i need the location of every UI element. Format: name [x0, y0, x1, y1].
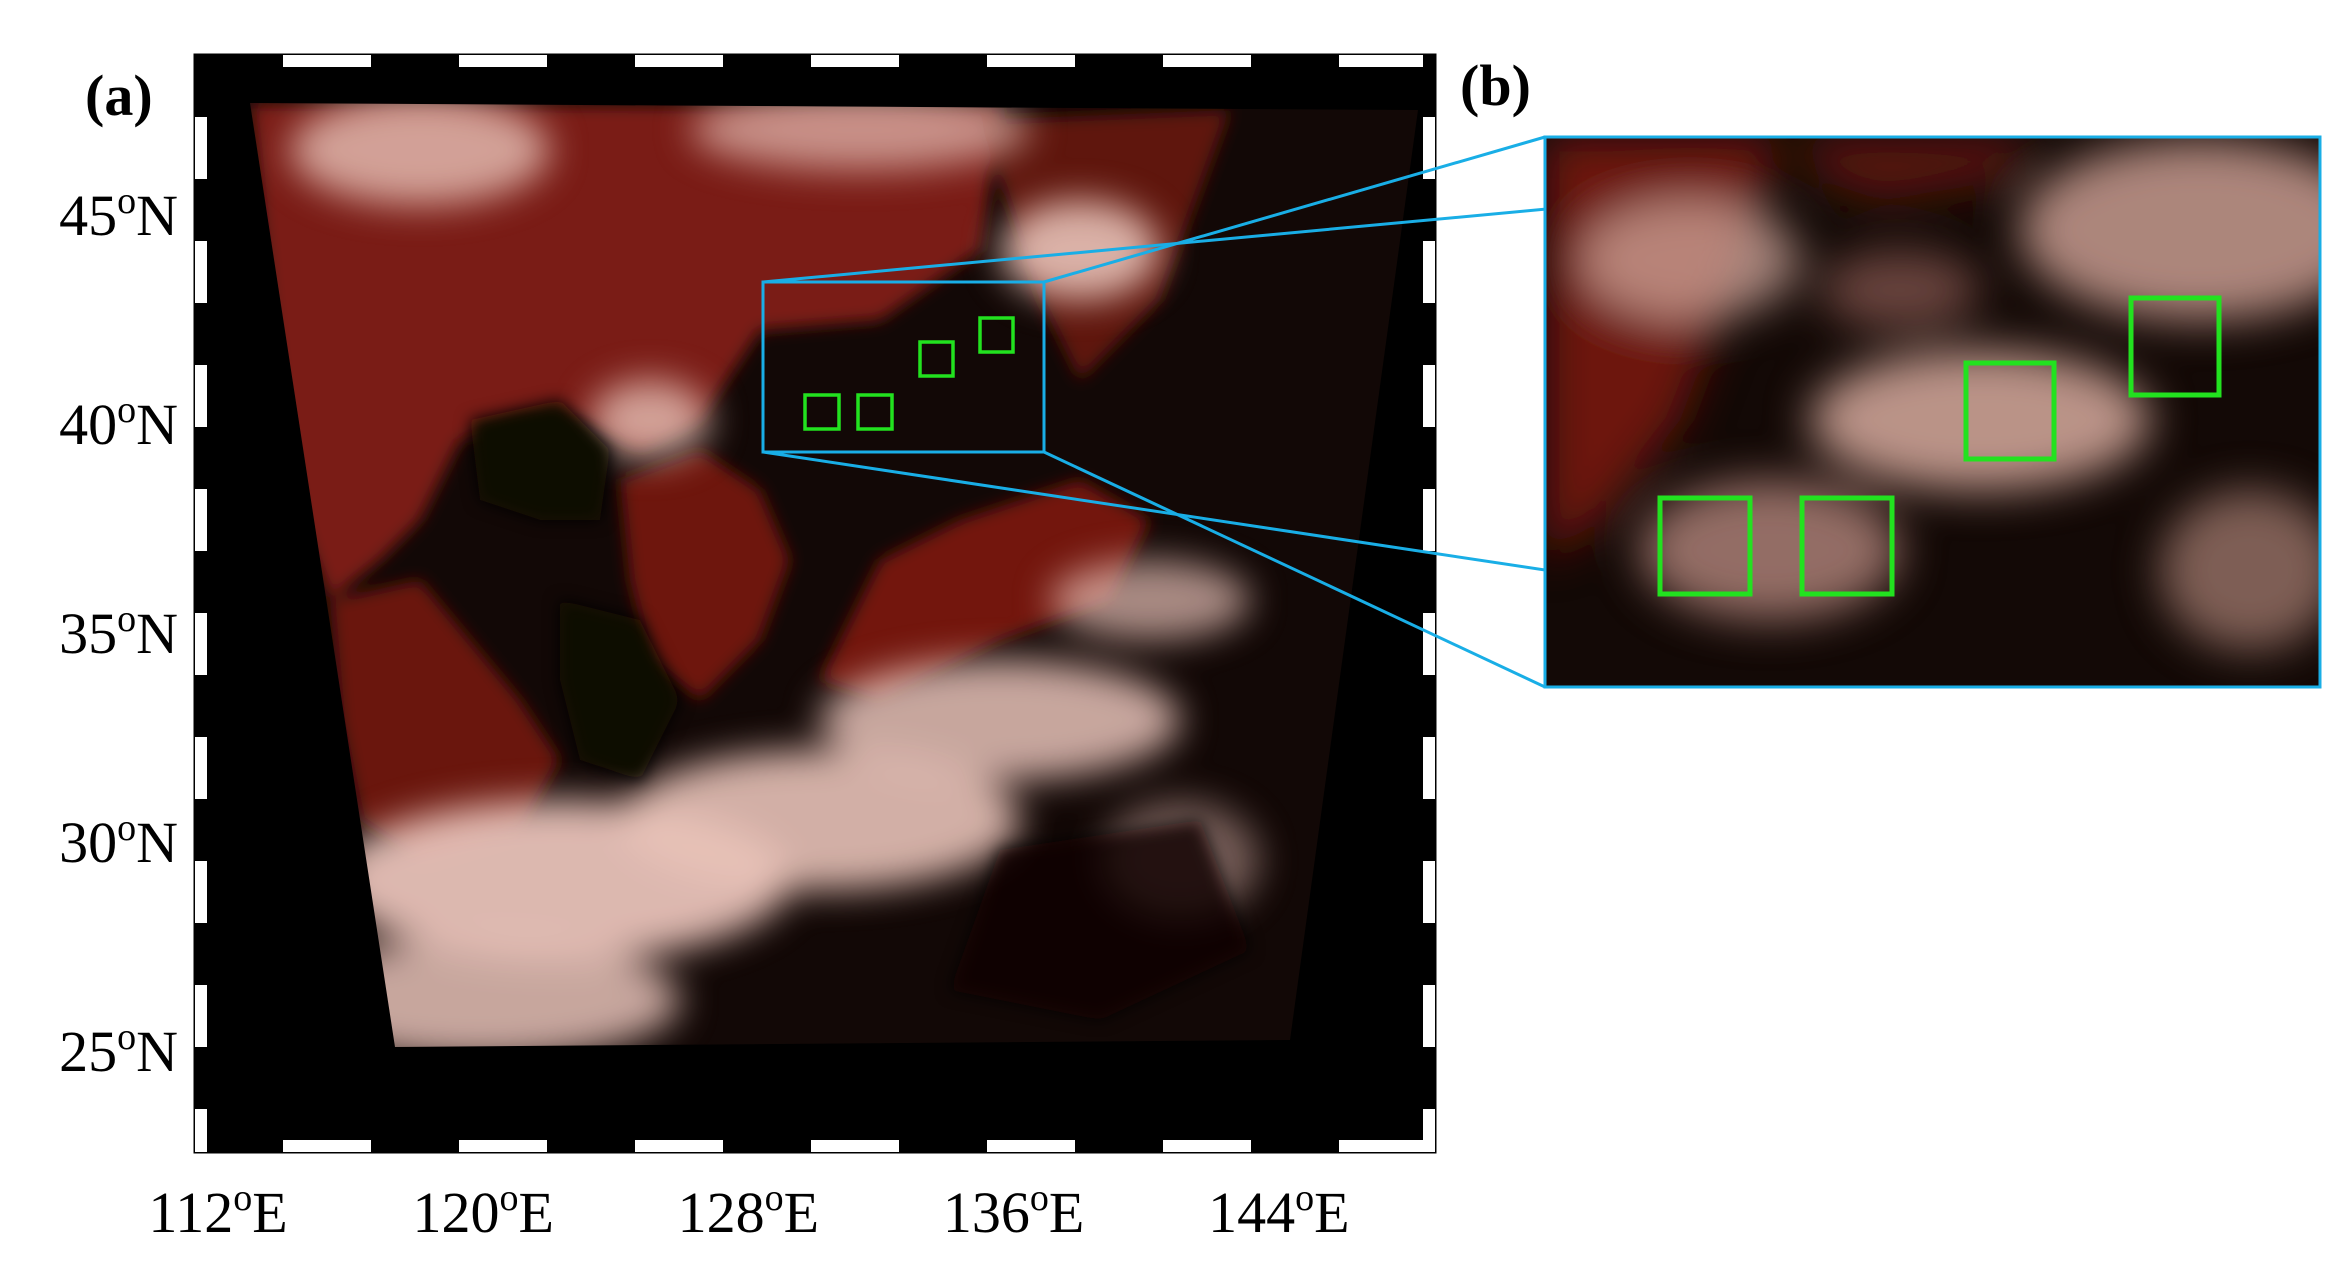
marked-boxes-zoom — [1657, 295, 2222, 597]
latitude-tick-label: 35oN — [59, 598, 178, 666]
frame-segment — [1423, 613, 1435, 675]
frame-segment — [811, 1140, 899, 1152]
frame-segment — [195, 179, 207, 241]
panel-label-b: (b) — [1460, 53, 1531, 118]
marked-box — [1799, 495, 1895, 597]
frame-segment — [1423, 241, 1435, 303]
panel-label-a: (a) — [85, 63, 153, 128]
frame-segment — [635, 1140, 723, 1152]
frame-segment — [195, 861, 207, 923]
frame-segment — [987, 1140, 1075, 1152]
latitude-tick-label: 25oN — [59, 1016, 178, 1084]
frame-segment — [1423, 985, 1435, 1047]
latitude-tick-label: 30oN — [59, 807, 178, 875]
zoom-region-outline — [761, 280, 1046, 454]
frame-segment — [1423, 179, 1435, 241]
frame-segment — [195, 551, 207, 613]
sea-areas — [470, 400, 1250, 1020]
marked-box — [2128, 295, 2222, 398]
frame-segment — [899, 55, 987, 67]
longitude-tick-label: 112oE — [148, 1177, 287, 1245]
frame-segment — [371, 55, 459, 67]
frame-segment — [459, 55, 547, 67]
frame-segment — [547, 55, 635, 67]
frame-segment — [723, 1140, 811, 1152]
zoom-panel — [1543, 135, 2322, 689]
frame-segment — [1423, 1047, 1435, 1109]
frame-segment — [1251, 1140, 1339, 1152]
frame-segment — [1163, 55, 1251, 67]
frame-segment — [1423, 1109, 1435, 1152]
frame-segment — [987, 55, 1075, 67]
marked-box — [856, 393, 894, 431]
frame-segment — [195, 1047, 207, 1109]
latitude-tick-label: 45oN — [59, 180, 178, 248]
latitude-tick-labels: 45oN 40oN 35oN 30oN 25oN — [59, 180, 178, 1084]
marked-box — [1963, 360, 2057, 462]
frame-segment — [1423, 551, 1435, 613]
frame-segment — [195, 55, 207, 117]
frame-segment — [195, 613, 207, 675]
frame-segment — [195, 117, 207, 179]
frame-segment — [1423, 799, 1435, 861]
marked-box — [918, 340, 955, 378]
frame-segment — [1339, 1140, 1427, 1152]
frame-segment — [1251, 55, 1339, 67]
frame-segment — [1423, 675, 1435, 737]
frame-graduation — [195, 55, 1435, 1152]
frame-segment — [1163, 1140, 1251, 1152]
frame-segment — [1423, 861, 1435, 923]
marked-box — [978, 316, 1015, 354]
frame-segment — [1423, 923, 1435, 985]
marked-boxes-overview — [803, 316, 1015, 431]
frame-segment — [195, 985, 207, 1047]
frame-segment — [195, 737, 207, 799]
frame-segment — [459, 1140, 547, 1152]
frame-segment — [899, 1140, 987, 1152]
frame-segment — [1423, 365, 1435, 427]
satellite-swath — [250, 103, 1418, 1047]
latitude-tick-label: 40oN — [59, 389, 178, 457]
frame-segment — [1339, 55, 1427, 67]
frame-segment — [195, 365, 207, 427]
map-panel: 45oN 40oN 35oN 30oN 25oN 112oE 120oE 128oE 136o… — [59, 53, 1437, 1245]
frame-segment — [1075, 55, 1163, 67]
longitude-tick-label: 136oE — [943, 1177, 1084, 1245]
frame-segment — [283, 1140, 371, 1152]
frame-segment — [195, 241, 207, 303]
frame-segment — [1423, 737, 1435, 799]
marked-box — [803, 393, 841, 431]
zoom-panel-frame — [1543, 135, 2322, 689]
longitude-tick-label: 144oE — [1208, 1177, 1349, 1245]
longitude-tick-labels: 112oE 120oE 128oE 136oE 144oE — [148, 1177, 1349, 1245]
longitude-tick-label: 128oE — [678, 1177, 819, 1245]
land-areas — [250, 103, 1230, 860]
longitude-tick-label: 120oE — [412, 1177, 553, 1245]
frame-segment — [1423, 117, 1435, 179]
frame-segment — [635, 55, 723, 67]
frame-segment — [195, 303, 207, 365]
frame-segment — [195, 1140, 283, 1152]
frame-segment — [1423, 55, 1435, 117]
frame-segment — [547, 1140, 635, 1152]
frame-segment — [1423, 427, 1435, 489]
frame-segment — [1423, 303, 1435, 365]
frame-segment — [195, 799, 207, 861]
frame-segment — [195, 923, 207, 985]
frame-segment — [811, 55, 899, 67]
frame-segment — [1075, 1140, 1163, 1152]
frame-segment — [195, 489, 207, 551]
marked-box — [1657, 495, 1753, 597]
frame-segment — [283, 55, 371, 67]
frame-segment — [1423, 489, 1435, 551]
frame-segment — [371, 1140, 459, 1152]
frame-segment — [195, 55, 283, 67]
frame-segment — [195, 1109, 207, 1152]
frame-segment — [195, 675, 207, 737]
frame-segment — [195, 427, 207, 489]
frame-segment — [723, 55, 811, 67]
